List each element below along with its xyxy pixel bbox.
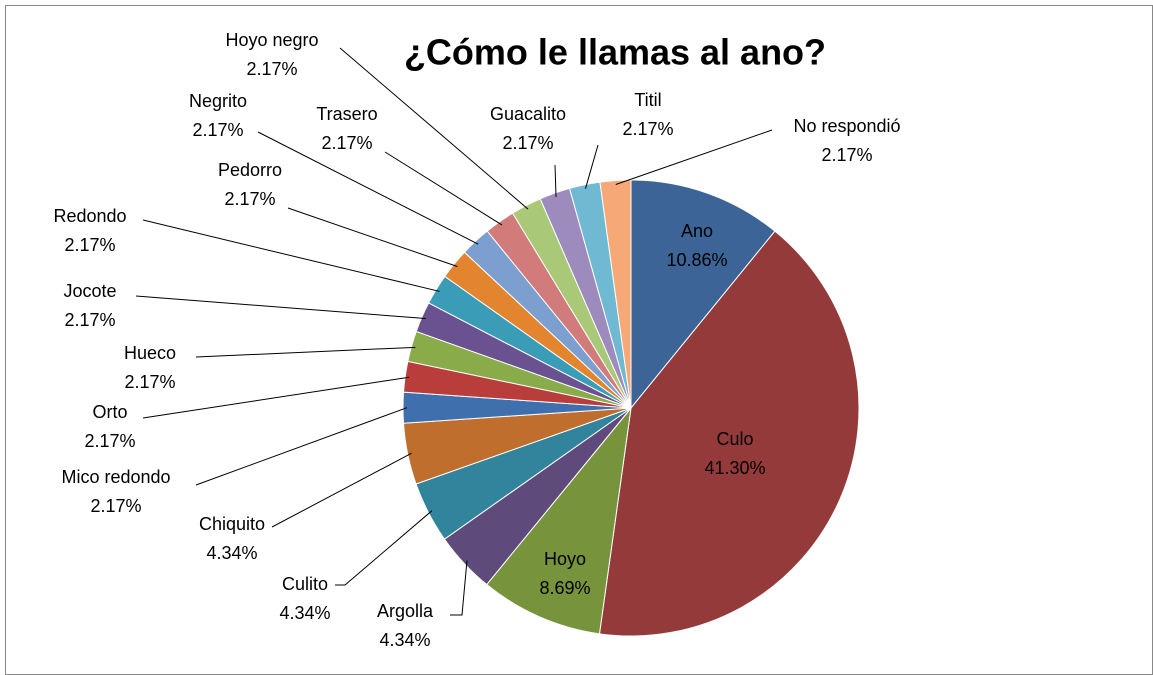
leader-line xyxy=(450,560,468,616)
slice-label: Trasero xyxy=(316,104,377,124)
slice-label: Mico redondo xyxy=(61,467,170,487)
slice-label: Guacalito xyxy=(490,104,566,124)
chart-title: ¿Cómo le llamas al ano? xyxy=(404,32,826,73)
slice-value-label: 2.17% xyxy=(64,235,115,255)
pie-slice xyxy=(630,179,776,410)
slice-value-label: 41.30% xyxy=(704,458,765,478)
leader-line xyxy=(142,219,440,292)
slice-value-label: 4.34% xyxy=(279,603,330,623)
leader-line xyxy=(195,407,408,486)
slice-label: Negrito xyxy=(189,91,247,111)
slice-value-label: 2.17% xyxy=(124,372,175,392)
slice-value-label: 2.17% xyxy=(502,133,553,153)
slice-value-label: 2.17% xyxy=(192,120,243,140)
slice-value-label: 2.17% xyxy=(821,145,872,165)
slice-value-label: 10.86% xyxy=(666,250,727,270)
leader-line xyxy=(584,144,599,189)
slice-label: Hoyo xyxy=(544,549,586,569)
slice-value-label: 2.17% xyxy=(622,119,673,139)
slice-label: Ano xyxy=(681,221,713,241)
slice-label: Titil xyxy=(634,90,661,110)
slice-label: Chiquito xyxy=(199,514,265,534)
slice-value-label: 4.34% xyxy=(206,543,257,563)
leader-line xyxy=(257,131,479,245)
leader-line xyxy=(615,129,773,185)
slice-label: Hueco xyxy=(124,343,176,363)
pie-slice xyxy=(486,406,632,635)
slice-label: Argolla xyxy=(377,601,434,621)
slice-value-label: 8.69% xyxy=(539,578,590,598)
slice-value-label: 2.17% xyxy=(246,59,297,79)
slice-value-label: 2.17% xyxy=(84,431,135,451)
slice-label: Pedorro xyxy=(218,160,282,180)
slice-label: Hoyo negro xyxy=(225,30,318,50)
leader-line xyxy=(335,510,433,586)
pie-slice xyxy=(598,230,860,637)
slice-value-label: 2.17% xyxy=(321,133,372,153)
leader-line xyxy=(195,346,416,358)
pie-slice xyxy=(599,179,632,409)
leader-line xyxy=(287,207,458,267)
slice-value-label: 2.17% xyxy=(224,189,275,209)
leader-line xyxy=(271,452,412,528)
slice-value-label: 2.17% xyxy=(90,496,141,516)
slice-label: Culo xyxy=(716,429,753,449)
slice-label: Redondo xyxy=(53,206,126,226)
leader-line xyxy=(142,376,410,419)
slice-value-label: 4.34% xyxy=(379,630,430,650)
leader-line xyxy=(554,164,557,197)
slice-label: Orto xyxy=(92,402,127,422)
slice-label: Culito xyxy=(282,574,328,594)
leader-line xyxy=(135,295,426,320)
slice-value-label: 2.17% xyxy=(64,310,115,330)
slice-label: Jocote xyxy=(63,281,116,301)
slice-label: No respondió xyxy=(793,116,900,136)
leader-line xyxy=(384,151,503,226)
leader-line xyxy=(339,47,529,210)
